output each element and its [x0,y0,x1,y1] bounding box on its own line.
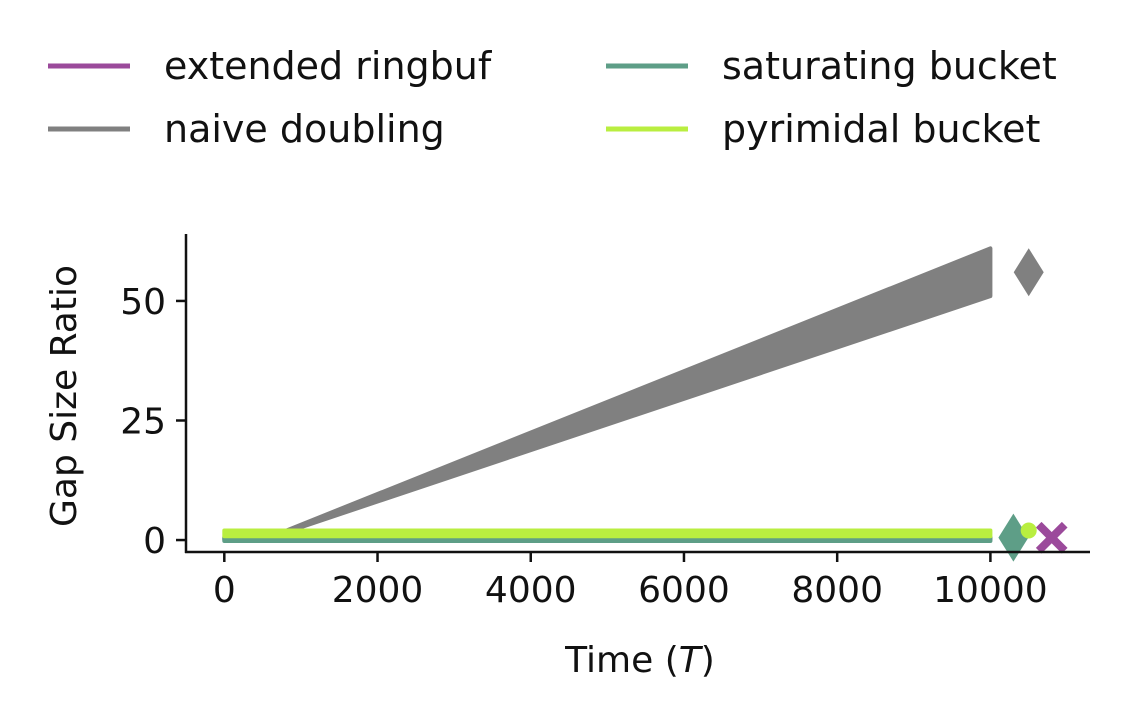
legend-item-pyrimidal-bucket: pyrimidal bucket [606,107,1040,151]
y-axis-label: Gap Size Ratio [44,265,85,527]
x-tick-label: 6000 [638,570,730,611]
series-band-pyrimidal-bucket [222,528,993,539]
x-tick-label: 10000 [933,570,1048,611]
series-band-naive-doubling [260,246,993,543]
x-tick-label: 8000 [791,570,883,611]
legend-item-pyrimidal-bucket-label: pyrimidal bucket [722,107,1040,151]
x-axis-label: Time (T) [564,640,715,681]
y-tick-label: 50 [120,282,166,323]
legend-item-naive-doubling-label: naive doubling [164,107,445,151]
legend-item-extended-ringbuf: extended ringbuf [48,44,493,88]
axes: 0 2000 4000 6000 8000 10000 0 25 50 [120,234,1090,611]
x-tick-label: 4000 [485,570,577,611]
legend-item-saturating-bucket-label: saturating bucket [722,44,1057,88]
marker-naive-doubling [1013,248,1044,297]
legend-item-saturating-bucket: saturating bucket [606,44,1057,88]
y-tick-label: 25 [120,401,166,442]
y-tick-label: 0 [143,521,166,562]
x-tick-label: 0 [213,570,236,611]
legend-item-naive-doubling: naive doubling [48,107,445,151]
marker-pyrimidal-bucket [1020,522,1037,539]
x-tick-label: 2000 [332,570,424,611]
plot-area [222,246,993,544]
marker-extended-ringbuf [1035,521,1068,554]
marker-extended-ringbuf-b [1035,521,1068,554]
endpoint-markers [998,248,1068,562]
legend-item-extended-ringbuf-label: extended ringbuf [164,44,493,88]
marker-saturating-bucket [998,513,1029,562]
legend: extended ringbuf naive doubling saturating… [48,44,1057,151]
